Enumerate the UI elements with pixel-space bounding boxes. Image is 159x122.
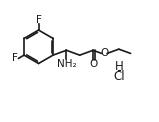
Text: F: F: [36, 15, 41, 25]
Text: Cl: Cl: [113, 70, 125, 83]
Text: NH₂: NH₂: [57, 59, 76, 69]
Text: F: F: [12, 53, 18, 63]
Text: O: O: [101, 48, 109, 58]
Text: H: H: [114, 60, 123, 73]
Text: O: O: [90, 59, 98, 69]
